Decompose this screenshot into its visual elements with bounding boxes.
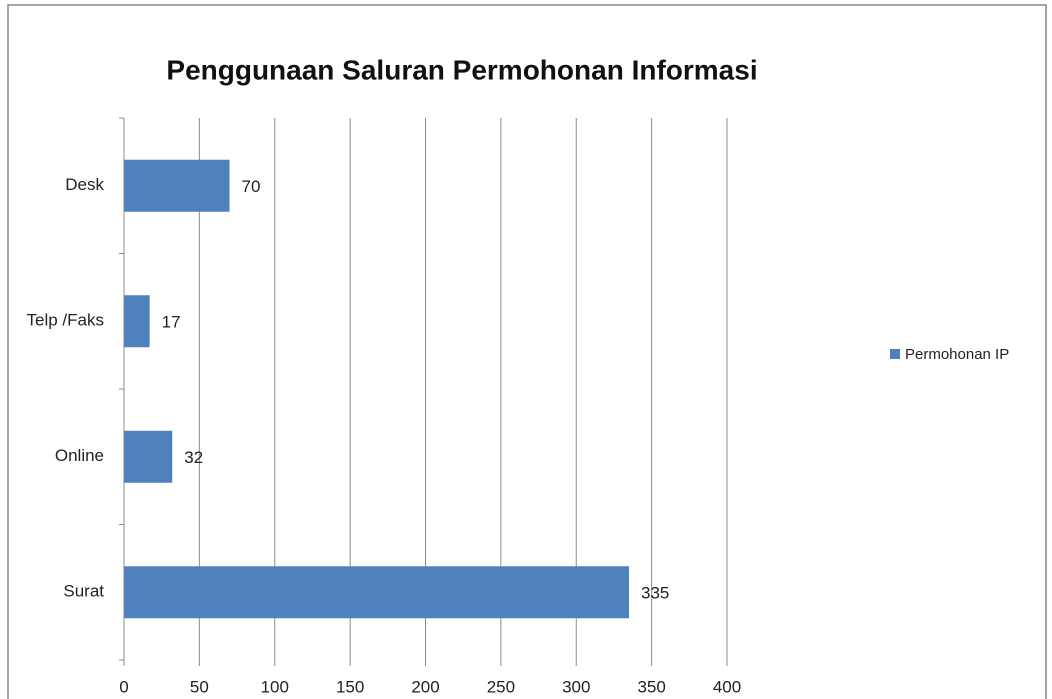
data-label: 17 <box>162 313 181 332</box>
data-label: 32 <box>184 448 203 467</box>
y-tick-label: Telp /Faks <box>27 311 104 330</box>
x-tick-label: 200 <box>411 677 439 696</box>
data-label: 335 <box>641 584 669 603</box>
y-tick-label: Online <box>55 446 104 465</box>
chart-border <box>7 4 1047 699</box>
x-tick-label: 350 <box>637 677 665 696</box>
y-tick-label: Desk <box>65 175 104 194</box>
bar <box>124 430 173 483</box>
legend-label: Permohonan IP <box>905 346 1009 363</box>
x-tick-label: 50 <box>190 677 209 696</box>
bar <box>124 566 630 619</box>
x-tick-label: 100 <box>261 677 289 696</box>
bar <box>124 295 150 348</box>
chart-title: Penggunaan Saluran Permohonan Informasi <box>166 54 757 85</box>
x-tick-label: 400 <box>713 677 741 696</box>
legend-swatch <box>890 349 900 359</box>
bar <box>124 159 230 212</box>
x-tick-label: 0 <box>119 677 128 696</box>
x-tick-label: 150 <box>336 677 364 696</box>
x-tick-label: 250 <box>487 677 515 696</box>
x-tick-label: 300 <box>562 677 590 696</box>
y-tick-label: Surat <box>63 582 104 601</box>
data-label: 70 <box>242 177 261 196</box>
